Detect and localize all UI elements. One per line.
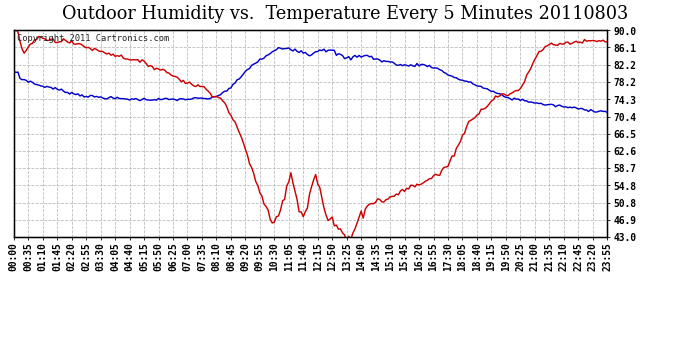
Text: Outdoor Humidity vs.  Temperature Every 5 Minutes 20110803: Outdoor Humidity vs. Temperature Every 5… [62,5,628,23]
Text: Copyright 2011 Cartronics.com: Copyright 2011 Cartronics.com [17,34,169,43]
